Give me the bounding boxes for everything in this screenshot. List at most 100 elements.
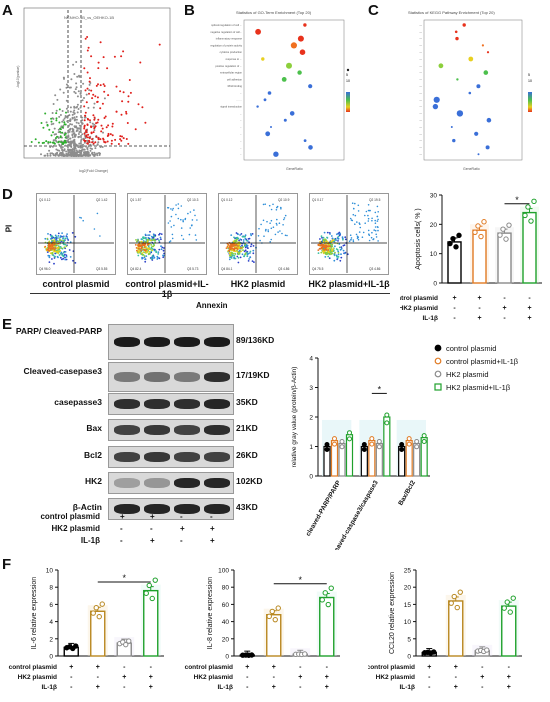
flow-event	[341, 236, 344, 239]
flow-event	[137, 254, 140, 257]
volcano-xlabel: log2(Fold Change)	[79, 169, 108, 173]
flow-event-apoptotic	[182, 219, 184, 221]
data-point	[522, 212, 528, 219]
volcano-point-ns	[78, 135, 81, 138]
enrichment-dot	[286, 62, 292, 69]
volcano-point-ns	[65, 99, 68, 102]
flow-event-apoptotic	[275, 209, 278, 211]
protein-band	[144, 399, 170, 409]
flow-event	[336, 233, 338, 236]
data-point	[369, 436, 375, 442]
volcano-point-ns	[88, 154, 91, 157]
flow-event	[46, 248, 49, 251]
flow-event	[321, 246, 324, 248]
flow-event	[137, 245, 140, 248]
flow-event	[242, 239, 245, 241]
flow-event	[235, 247, 238, 250]
flow-event-apoptotic	[368, 239, 371, 242]
flow-event-apoptotic	[282, 224, 284, 226]
flow-event	[322, 239, 325, 241]
volcano-point-ns	[69, 106, 72, 109]
volcano-point-ns	[53, 127, 56, 130]
flow-event	[62, 239, 64, 242]
volcano-point-up	[86, 123, 89, 126]
volcano-point-ns	[65, 86, 68, 89]
volcano-point-up	[106, 135, 109, 137]
flow-event	[163, 247, 165, 249]
flow-event	[52, 249, 54, 252]
flow-event	[320, 251, 323, 254]
flow-event-apoptotic	[268, 204, 271, 207]
flow-event	[342, 249, 345, 252]
flow-event-apoptotic	[351, 202, 354, 204]
flow-quadrant-value: Q3 4.86	[278, 267, 290, 271]
flow-quadrant-value: Q1 0.12	[221, 198, 233, 202]
condition-sign: -	[123, 684, 126, 691]
volcano-point-down	[64, 140, 66, 143]
volcano-point-ns	[92, 106, 95, 109]
data-point	[457, 589, 463, 595]
flow-event	[336, 257, 339, 260]
volcano-point-down	[65, 111, 67, 114]
volcano-point-ns	[83, 97, 85, 99]
volcano-point-ns	[71, 134, 74, 137]
blot-condition-sign: -	[180, 536, 183, 545]
flow-event	[60, 247, 63, 250]
volcano-point-up	[125, 112, 128, 115]
flow-event	[331, 244, 334, 246]
condition-sign: -	[123, 664, 126, 671]
y-tick-label: 0	[407, 654, 411, 661]
flow-event	[253, 261, 255, 263]
flow-event-apoptotic	[355, 233, 358, 236]
flow-event	[239, 234, 241, 236]
volcano-point-up	[99, 84, 102, 87]
flow-event-apoptotic	[367, 217, 370, 220]
y-tick-label: 10	[404, 619, 412, 626]
volcano-point-ns	[75, 115, 78, 118]
flow-event	[65, 254, 68, 257]
flow-event	[246, 245, 248, 248]
volcano-point-ns	[56, 98, 59, 101]
volcano-point-up	[127, 95, 130, 98]
volcano-point-ns	[68, 151, 71, 154]
volcano-point-up	[83, 67, 86, 70]
blot-condition-sign: +	[210, 536, 215, 545]
volcano-point-up	[119, 138, 122, 141]
volcano-point-ns	[68, 86, 71, 89]
protein-band	[174, 478, 200, 488]
flow-event	[65, 255, 68, 258]
term-label: —	[419, 146, 422, 149]
panel-label-a: A	[2, 2, 13, 19]
data-point	[456, 232, 462, 239]
condition-sign: -	[97, 674, 100, 681]
flow-event	[236, 251, 239, 253]
kegg-xlabel: GeneRatio	[463, 167, 480, 171]
flow-event	[57, 246, 60, 249]
enrichment-dot	[255, 28, 261, 35]
flow-event	[63, 246, 66, 249]
flow-event-apoptotic	[368, 209, 370, 212]
volcano-point-ns	[54, 153, 57, 156]
volcano-point-ns	[65, 107, 68, 110]
flow-event	[154, 239, 156, 242]
volcano-point-down	[52, 131, 54, 134]
flow-event-apoptotic	[196, 219, 198, 221]
volcano-point-up	[86, 87, 89, 90]
flow-event	[47, 247, 50, 250]
flow-event-apoptotic	[270, 219, 273, 222]
volcano-point-up	[88, 141, 91, 144]
flow-event	[143, 256, 146, 259]
data-point	[475, 223, 481, 229]
flow-event	[248, 258, 250, 260]
kegg-legend-count-10: 10	[528, 79, 532, 83]
condition-sign: -	[503, 295, 506, 302]
data-point	[126, 638, 132, 644]
volcano-point-ns	[52, 117, 55, 120]
flow-event	[337, 256, 340, 258]
go-legend-count-5: 5	[346, 73, 348, 77]
data-point	[376, 444, 382, 450]
y-axis-label: IL-6 relative expression	[31, 577, 38, 649]
blot-condition-label: HK2 plasmid	[51, 524, 100, 533]
flow-event-apoptotic	[375, 233, 377, 236]
flow-event	[241, 244, 243, 247]
